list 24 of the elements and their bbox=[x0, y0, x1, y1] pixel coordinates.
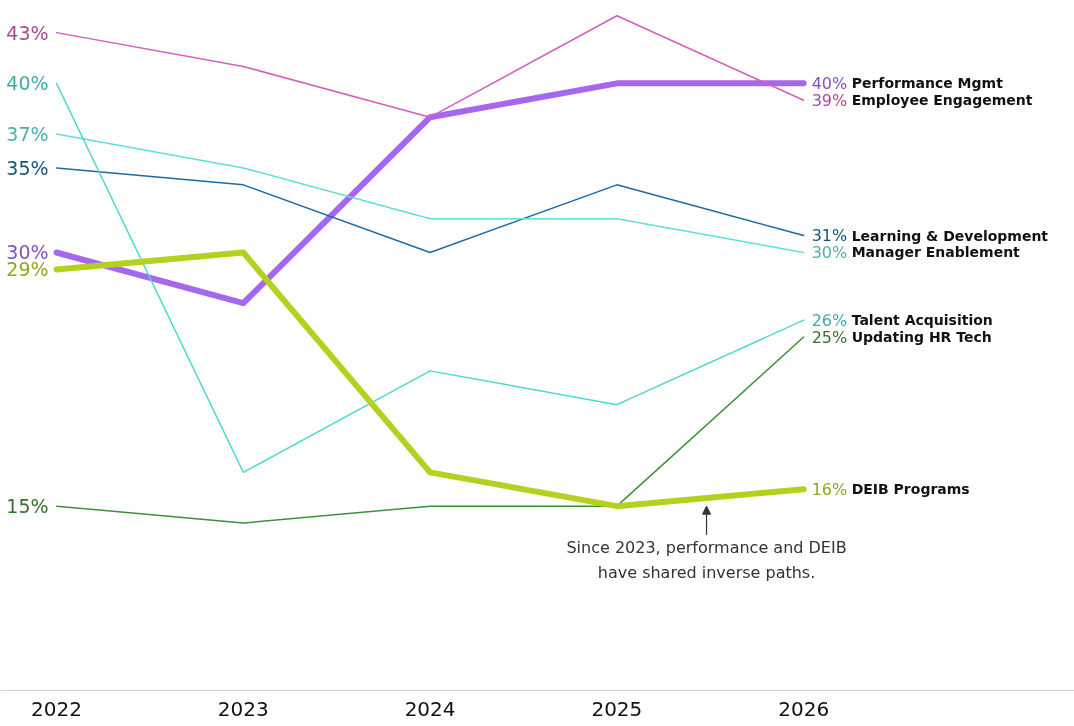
data-label: 15% bbox=[6, 495, 49, 518]
data-label: 39% bbox=[811, 90, 848, 110]
text: Learning & Development bbox=[851, 227, 1049, 244]
text: Updating HR Tech bbox=[851, 329, 992, 346]
data-label: 29% bbox=[6, 258, 49, 281]
data-label: 43% bbox=[6, 21, 49, 44]
text: DEIB Programs bbox=[851, 481, 970, 498]
text: Talent Acquisition bbox=[851, 312, 993, 329]
x-tick-label: 2026 bbox=[778, 696, 830, 721]
data-label: 40% bbox=[6, 72, 49, 95]
x-tick-label: 2025 bbox=[591, 696, 643, 721]
text: Employee Engagement bbox=[851, 92, 1033, 109]
x-tick-label: 2024 bbox=[404, 696, 456, 721]
text: Manager Enablement bbox=[851, 244, 1021, 261]
text: Performance Mgmt bbox=[851, 75, 1004, 92]
data-label: 35% bbox=[6, 156, 49, 179]
x-tick-label: 2023 bbox=[217, 696, 269, 721]
data-label: 40% bbox=[811, 73, 848, 93]
data-label: 16% bbox=[811, 479, 848, 499]
data-label: 25% bbox=[811, 327, 848, 347]
x-tick-label: 2022 bbox=[31, 696, 82, 721]
data-label: 37% bbox=[6, 123, 49, 146]
data-label: 26% bbox=[811, 310, 848, 330]
annotation: Since 2023, performance and DEIB have shared inverse paths. bbox=[566, 538, 847, 582]
